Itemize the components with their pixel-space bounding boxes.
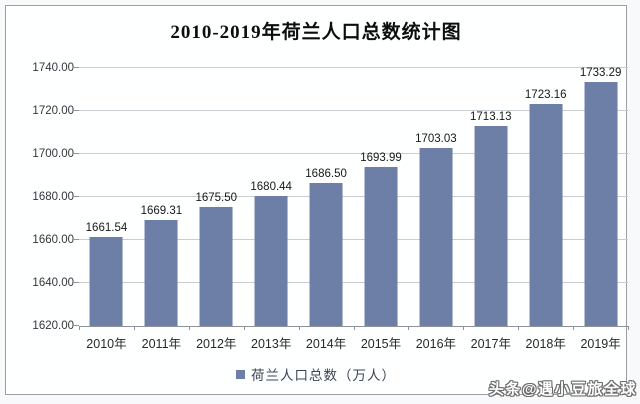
x-axis-tick-label: 2010年 (86, 337, 127, 351)
legend-label: 荷兰人口总数（万人） (251, 368, 396, 383)
bar (254, 196, 288, 326)
x-axis-tick-label: 2014年 (305, 337, 347, 351)
bar (364, 166, 398, 326)
bar-value-label: 1669.31 (140, 204, 183, 217)
x-tick-mark (408, 326, 410, 330)
x-axis-tick-label: 2019年 (580, 337, 621, 351)
bar-value-label: 1703.03 (415, 132, 457, 145)
x-axis-tick-label: 2017年 (470, 337, 511, 351)
y-axis-tick-label: 1740.00 (32, 62, 74, 74)
gridline (79, 67, 628, 68)
y-axis-tick-label: 1700.00 (32, 148, 74, 160)
bar-value-label: 1713.13 (470, 110, 512, 123)
y-axis-tick-label: 1620.00 (32, 320, 74, 332)
bar-cell: 1669.31 (134, 68, 189, 326)
y-tick-mark (74, 153, 79, 154)
plot-area: 1661.54 1669.31 1675.50 1680.44 1686.50 1693.… (74, 67, 629, 330)
chart-frame: 2010-2019年荷兰人口总数统计图 1620.00 1640.00 1660.0… (5, 5, 629, 395)
bar-value-label: 1675.50 (195, 191, 238, 204)
x-tick-mark (463, 326, 465, 330)
bar (144, 219, 178, 326)
bar-value-label: 1680.44 (250, 181, 292, 194)
y-axis-labels: 1620.00 1640.00 1660.00 1680.00 1700.00 1720.… (12, 62, 74, 332)
x-tick-mark (133, 326, 135, 330)
y-tick-mark (74, 282, 79, 283)
bar-cell: 1733.29 (573, 67, 628, 326)
bar (529, 104, 563, 326)
legend-swatch-icon (236, 369, 245, 379)
x-tick-mark (298, 326, 300, 330)
x-axis-tick-label: 2011年 (141, 337, 182, 351)
bar (89, 236, 123, 326)
x-tick-mark (628, 326, 629, 330)
bar (474, 125, 508, 326)
x-axis-tick-label: 2016年 (415, 337, 457, 351)
bar-value-label: 1723.16 (524, 89, 567, 102)
gridline (79, 282, 628, 283)
x-tick-mark (188, 326, 190, 330)
bar-cell: 1723.16 (518, 68, 573, 326)
x-tick-mark (518, 326, 520, 330)
bar (309, 183, 343, 326)
x-axis-tick-label: 2012年 (196, 337, 237, 351)
x-axis-tick-label: 2015年 (360, 337, 402, 351)
y-tick-mark (74, 239, 79, 240)
bar-cell: 1680.44 (244, 68, 299, 326)
x-axis-tick-label: 2013年 (251, 337, 292, 351)
bar-cell: 1713.13 (463, 68, 518, 326)
y-axis-tick-label: 1660.00 (32, 234, 74, 246)
gridline (79, 110, 628, 111)
bar-value-label: 1693.99 (360, 151, 402, 164)
bar-cell: 1675.50 (189, 68, 244, 326)
bar (199, 206, 233, 326)
bars-group: 1661.54 1669.31 1675.50 1680.44 1686.50 1693.… (79, 67, 628, 326)
chart-title: 2010-2019年荷兰人口总数统计图 (170, 22, 462, 43)
bar-value-label: 1686.50 (305, 168, 347, 181)
x-tick-mark (353, 326, 355, 330)
y-tick-mark (74, 196, 79, 197)
bar-cell: 1693.99 (354, 68, 409, 326)
bar (584, 82, 618, 326)
x-tick-mark (79, 326, 80, 330)
x-tick-mark (573, 326, 575, 330)
legend: 荷兰人口总数（万人） (6, 364, 626, 384)
y-tick-mark (74, 325, 79, 326)
gridline (79, 196, 628, 197)
x-axis-tick-label: 2018年 (525, 337, 566, 351)
bar-cell: 1661.54 (79, 68, 134, 326)
bar (419, 147, 453, 326)
bar-cell: 1686.50 (299, 68, 354, 326)
y-tick-mark (74, 110, 79, 111)
y-axis-tick-label: 1680.00 (32, 191, 74, 203)
y-tick-mark (74, 67, 79, 68)
y-axis-tick-label: 1720.00 (32, 105, 74, 117)
watermark: 头条@遇小豆旅全球 (488, 381, 637, 398)
x-axis-labels: 2010年 2011年 2012年 2013年 2014年 2015年 2016年 2017年… (79, 333, 628, 352)
gridline (79, 153, 628, 154)
bar-value-label: 1661.54 (85, 221, 128, 234)
gridline (79, 239, 628, 240)
y-axis-tick-label: 1640.00 (32, 277, 74, 289)
bar-value-label: 1733.29 (579, 67, 622, 80)
x-tick-mark (243, 326, 245, 330)
bar-cell: 1703.03 (408, 68, 463, 326)
